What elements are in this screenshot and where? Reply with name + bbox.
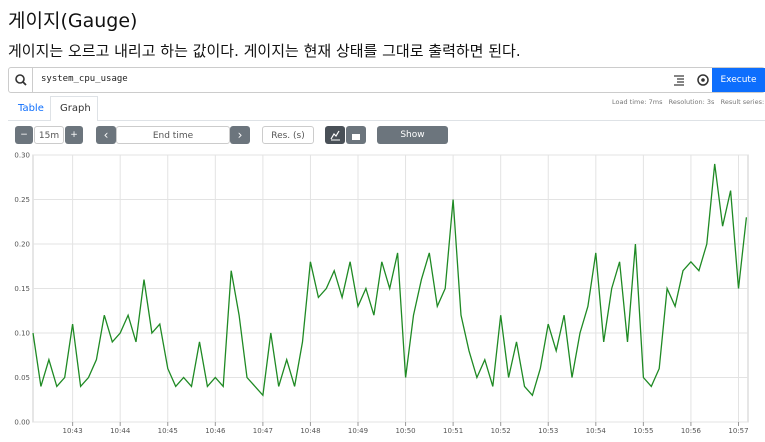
y-tick-label: 0.00 [14,419,30,427]
format-icon[interactable] [672,73,686,87]
y-tick-label: 0.25 [14,196,30,204]
y-tick-label: 0.30 [14,152,30,160]
x-tick-label: 10:44 [110,427,131,435]
execute-button[interactable]: Execute [712,68,765,92]
metrics-explorer-icon[interactable] [696,73,710,87]
series-line [32,163,748,397]
range-minus[interactable]: − [15,126,33,144]
resolution-input[interactable]: Res. (s) [262,126,314,144]
range-input[interactable]: 15m [34,126,64,144]
y-tick-label: 0.15 [14,285,30,293]
x-tick-label: 10:48 [300,427,320,435]
heading: 게이지(Gauge) [8,10,138,32]
x-tick-label: 10:45 [158,427,178,435]
x-tick-label: 10:54 [586,427,607,435]
x-tick-label: 10:52 [491,427,511,435]
table-tab[interactable]: Table [18,103,44,114]
prometheus-ui: system_cpu_usage Execute Table Graph Loa… [8,67,765,442]
x-tick-label: 10:50 [395,427,415,435]
y-tick-label: 0.20 [14,241,30,249]
x-tick-label: 10:56 [681,427,702,435]
description: 게이지는 오르고 내리고 하는 값이다. 게이지는 현재 상태를 그대로 출력하… [8,42,521,60]
tab-border [8,120,765,121]
x-tick-label: 10:53 [538,427,558,435]
graph-tab[interactable]: Graph [60,103,91,114]
x-tick-label: 10:57 [728,427,748,435]
divider [32,67,33,93]
x-tick-label: 10:46 [205,427,226,435]
range-plus[interactable]: + [65,126,83,144]
end-time-prev[interactable]: ‹ [96,126,116,144]
y-tick-label: 0.10 [14,330,30,338]
chart-toggle-icons [330,130,360,141]
y-tick-label: 0.05 [14,374,30,382]
x-tick-label: 10:51 [443,427,463,435]
search-icon [15,74,27,86]
x-tick-label: 10:47 [253,427,273,435]
graph-tab-box [50,96,98,121]
x-tick-label: 10:43 [63,427,83,435]
x-tick-label: 10:49 [348,427,368,435]
end-time-input[interactable]: End time [116,126,230,144]
end-time-next[interactable]: › [230,126,250,144]
x-tick-label: 10:55 [633,427,653,435]
query-stats: Load time: 7ms Resolution: 3s Result ser… [612,98,765,106]
query-input[interactable]: system_cpu_usage [41,74,128,84]
exemplars-button[interactable]: Show Exemplars [377,126,448,158]
